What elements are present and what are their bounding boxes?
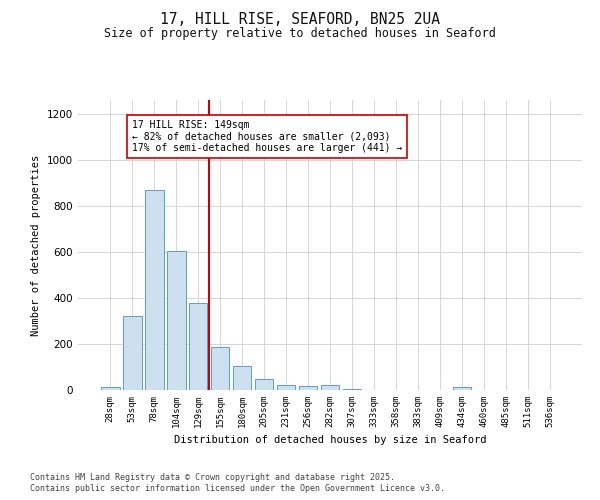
Bar	[299, 386, 317, 390]
Text: Contains public sector information licensed under the Open Government Licence v3: Contains public sector information licen…	[30, 484, 445, 493]
Text: Size of property relative to detached houses in Seaford: Size of property relative to detached ho…	[104, 28, 496, 40]
Bar	[277, 385, 295, 390]
Bar	[452, 387, 471, 390]
X-axis label: Distribution of detached houses by size in Seaford: Distribution of detached houses by size …	[174, 436, 486, 446]
Bar	[233, 366, 251, 390]
Bar	[145, 190, 164, 390]
Bar	[255, 379, 274, 390]
Y-axis label: Number of detached properties: Number of detached properties	[31, 154, 41, 336]
Bar	[211, 348, 229, 390]
Bar	[189, 302, 208, 390]
Text: 17 HILL RISE: 149sqm
← 82% of detached houses are smaller (2,093)
17% of semi-de: 17 HILL RISE: 149sqm ← 82% of detached h…	[132, 120, 403, 153]
Bar	[123, 316, 142, 390]
Bar	[101, 387, 119, 390]
Text: Contains HM Land Registry data © Crown copyright and database right 2025.: Contains HM Land Registry data © Crown c…	[30, 472, 395, 482]
Text: 17, HILL RISE, SEAFORD, BN25 2UA: 17, HILL RISE, SEAFORD, BN25 2UA	[160, 12, 440, 28]
Bar	[320, 386, 340, 390]
Bar	[167, 251, 185, 390]
Bar	[343, 389, 361, 390]
